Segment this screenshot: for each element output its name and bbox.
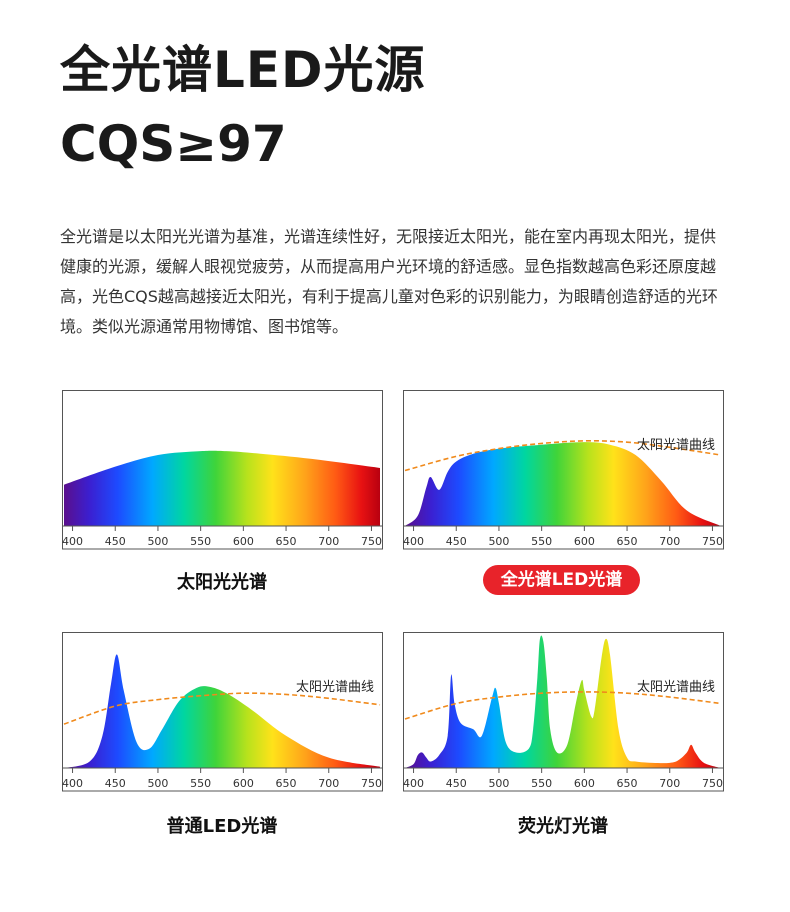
x-tick-label: 700	[318, 535, 339, 548]
x-tick-label: 600	[233, 777, 254, 790]
sun-curve-label: 太阳光谱曲线	[296, 680, 374, 695]
spectrum-area-series-0	[405, 635, 721, 768]
x-tick-label: 650	[276, 777, 297, 790]
description-text: 全光谱是以太阳光光谱为基准，光谱连续性好，无限接近太阳光，能在室内再现太阳光，提…	[60, 227, 718, 336]
chart-label-sunlight: 太阳光光谱	[177, 572, 267, 593]
chart-panel-full-spectrum-led: 太阳光谱曲线 400 450 500 550 600 650 700 750	[403, 390, 724, 560]
x-tick-label: 700	[318, 777, 339, 790]
x-tick-label: 500	[488, 535, 509, 548]
chart-label-fluorescent: 荧光灯光谱	[518, 816, 608, 837]
x-tick-label: 750	[702, 535, 723, 548]
chart-panel-fluorescent: 太阳光谱曲线 400 450 500 550 600 650 700 750	[403, 632, 724, 802]
x-tick-label: 650	[617, 535, 638, 548]
sun-reference-curve	[404, 691, 722, 720]
chart-label-full-spectrum-led: 全光谱LED光谱	[483, 565, 640, 595]
x-tick-label: 550	[190, 777, 211, 790]
x-tick-label: 500	[147, 535, 168, 548]
chart-panel-sunlight: 400 450 500 550 600 650 700 750	[62, 390, 383, 560]
sun-reference-curve	[63, 692, 381, 725]
page-subtitle: CQS≥97	[60, 115, 287, 173]
x-axis-band	[403, 525, 724, 550]
x-tick-label: 650	[276, 535, 297, 548]
x-tick-label: 700	[659, 777, 680, 790]
x-tick-label: 450	[105, 535, 126, 548]
x-tick-label: 600	[574, 777, 595, 790]
chart-label-normal-led: 普通LED光谱	[166, 816, 278, 837]
spectrum-chart-normal-led: 太阳光谱曲线 400 450 500 550 600 650 700 750	[62, 632, 383, 792]
x-tick-label: 600	[233, 535, 254, 548]
x-tick-label: 750	[361, 535, 382, 548]
x-tick-label: 550	[531, 535, 552, 548]
x-tick-label: 650	[617, 777, 638, 790]
spectrum-chart-sunlight: 400 450 500 550 600 650 700 750	[62, 390, 383, 550]
x-tick-label: 400	[403, 777, 424, 790]
x-tick-label: 550	[531, 777, 552, 790]
x-tick-label: 550	[190, 535, 211, 548]
x-tick-label: 450	[105, 777, 126, 790]
chart-panel-normal-led: 太阳光谱曲线 400 450 500 550 600 650 700 750	[62, 632, 383, 802]
x-tick-label: 750	[702, 777, 723, 790]
x-tick-label: 450	[446, 535, 467, 548]
x-tick-label: 450	[446, 777, 467, 790]
x-tick-label: 600	[574, 535, 595, 548]
sun-reference-curve	[404, 440, 722, 472]
spectrum-chart-full-spectrum-led: 太阳光谱曲线 400 450 500 550 600 650 700 750	[403, 390, 724, 550]
x-axis-band	[403, 767, 724, 792]
x-tick-label: 750	[361, 777, 382, 790]
spectrum-chart-fluorescent: 太阳光谱曲线 400 450 500 550 600 650 700 750	[403, 632, 724, 792]
x-tick-label: 500	[147, 777, 168, 790]
page-title: 全光谱LED光源	[60, 41, 426, 99]
x-tick-label: 400	[62, 777, 83, 790]
spectrum-area-series-0	[405, 442, 721, 526]
x-axis-band	[62, 525, 383, 550]
x-tick-label: 700	[659, 535, 680, 548]
spectrum-area-series-0	[64, 450, 380, 526]
spectrum-area-series-0	[64, 654, 380, 768]
x-tick-label: 500	[488, 777, 509, 790]
x-tick-label: 400	[403, 535, 424, 548]
x-tick-label: 400	[62, 535, 83, 548]
x-axis-band	[62, 767, 383, 792]
sun-curve-label: 太阳光谱曲线	[637, 438, 715, 453]
sun-curve-label: 太阳光谱曲线	[637, 680, 715, 695]
